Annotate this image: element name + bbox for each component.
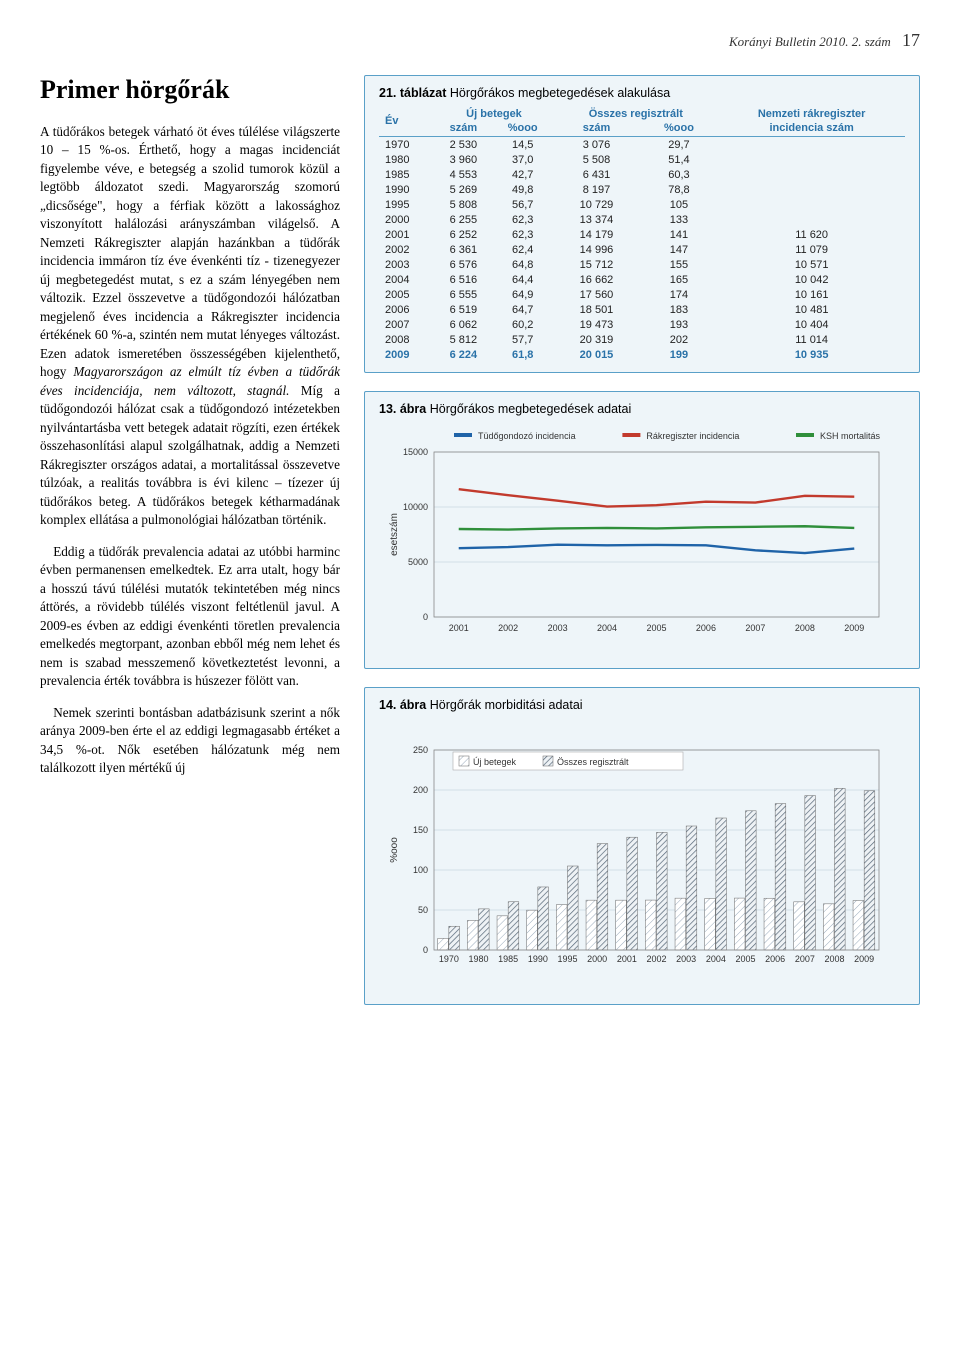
svg-text:2006: 2006: [696, 623, 716, 633]
svg-text:200: 200: [413, 785, 428, 795]
svg-text:2001: 2001: [449, 623, 469, 633]
table-21-title: 21. táblázat Hörgőrákos megbetegedések a…: [379, 86, 905, 100]
svg-text:250: 250: [413, 745, 428, 755]
svg-text:2008: 2008: [795, 623, 815, 633]
svg-text:2005: 2005: [735, 954, 755, 964]
svg-text:2002: 2002: [498, 623, 518, 633]
svg-text:1995: 1995: [557, 954, 577, 964]
table-row: 20026 36162,414 99614711 079: [379, 242, 905, 257]
table-row: 20006 25562,313 374133: [379, 212, 905, 227]
table-21-panel: 21. táblázat Hörgőrákos megbetegedések a…: [364, 75, 920, 373]
svg-text:50: 50: [418, 905, 428, 915]
chart-13-panel: 13. ábra Hörgőrákos megbetegedések adata…: [364, 391, 920, 669]
table-row: 20085 81257,720 31920211 014: [379, 332, 905, 347]
chart-13: Tüdőgondozó incidencia Rákregiszter incid…: [379, 424, 899, 654]
body-paragraph: Eddig a tüdőrák prevalencia adatai az ut…: [40, 543, 340, 691]
body-paragraph: A tüdőrákos betegek várható öt éves túlé…: [40, 123, 340, 530]
journal-issue: 2010. 2. szám: [819, 34, 891, 49]
chart-14-title: 14. ábra Hörgőrák morbiditási adatai: [379, 698, 905, 712]
col-group-all: Összes regisztrált: [553, 106, 718, 120]
svg-text:2004: 2004: [597, 623, 617, 633]
svg-text:KSH mortalitás: KSH mortalitás: [820, 431, 881, 441]
svg-text:2000: 2000: [587, 954, 607, 964]
journal-name: Korányi Bulletin: [729, 34, 816, 49]
svg-text:100: 100: [413, 865, 428, 875]
svg-text:Új betegek: Új betegek: [473, 757, 517, 767]
svg-text:0: 0: [423, 612, 428, 622]
svg-text:1970: 1970: [439, 954, 459, 964]
table-row: 20036 57664,815 71215510 571: [379, 257, 905, 272]
article-title: Primer hörgőrák: [40, 75, 340, 105]
table-row: 20076 06260,219 47319310 404: [379, 317, 905, 332]
col-year: Év: [379, 106, 435, 137]
svg-text:2004: 2004: [706, 954, 726, 964]
running-head: Korányi Bulletin 2010. 2. szám 17: [40, 30, 920, 51]
svg-text:2005: 2005: [646, 623, 666, 633]
svg-text:2001: 2001: [617, 954, 637, 964]
svg-text:2007: 2007: [795, 954, 815, 964]
col-group-reg: Nemzeti rákregiszter: [718, 106, 905, 120]
chart-14-panel: 14. ábra Hörgőrák morbiditási adatai 0 50…: [364, 687, 920, 1005]
svg-text:Összes regisztrált: Összes regisztrált: [557, 757, 629, 767]
svg-text:1990: 1990: [528, 954, 548, 964]
table-row: 19854 55342,76 43160,3: [379, 167, 905, 182]
table-row: 20096 22461,820 01519910 935: [379, 347, 905, 362]
page-number: 17: [902, 30, 920, 50]
svg-text:15000: 15000: [403, 447, 428, 457]
table-21: Év Új betegek Összes regisztrált Nemzeti…: [379, 106, 905, 362]
svg-text:2008: 2008: [824, 954, 844, 964]
body-paragraph: Nemek szerinti bontásban adatbázisunk sz…: [40, 704, 340, 778]
svg-text:Rákregiszter incidencia: Rákregiszter incidencia: [646, 431, 739, 441]
svg-text:1985: 1985: [498, 954, 518, 964]
svg-text:2009: 2009: [854, 954, 874, 964]
table-row: 20066 51964,718 50118310 481: [379, 302, 905, 317]
svg-text:5000: 5000: [408, 557, 428, 567]
svg-text:2009: 2009: [844, 623, 864, 633]
svg-text:esetszám: esetszám: [389, 513, 400, 556]
table-row: 19803 96037,05 50851,4: [379, 152, 905, 167]
svg-text:150: 150: [413, 825, 428, 835]
svg-text:Tüdőgondozó incidencia: Tüdőgondozó incidencia: [478, 431, 576, 441]
table-row: 20056 55564,917 56017410 161: [379, 287, 905, 302]
table-row: 20016 25262,314 17914111 620: [379, 227, 905, 242]
svg-text:0: 0: [423, 945, 428, 955]
table-row: 19955 80856,710 729105: [379, 197, 905, 212]
svg-text:2002: 2002: [646, 954, 666, 964]
col-group-new: Új betegek: [435, 106, 554, 120]
svg-text:2006: 2006: [765, 954, 785, 964]
table-row: 20046 51664,416 66216510 042: [379, 272, 905, 287]
chart-14: 0 50 100 150 200 250 %ooo 1970 1980 1985 1990 1995 2…: [379, 720, 899, 990]
svg-text:2007: 2007: [745, 623, 765, 633]
svg-text:1980: 1980: [468, 954, 488, 964]
svg-text:2003: 2003: [548, 623, 568, 633]
chart-13-title: 13. ábra Hörgőrákos megbetegedések adata…: [379, 402, 905, 416]
svg-text:2003: 2003: [676, 954, 696, 964]
table-row: 19702 53014,53 07629,7: [379, 137, 905, 153]
svg-text:10000: 10000: [403, 502, 428, 512]
svg-text:%ooo: %ooo: [389, 837, 400, 863]
table-row: 19905 26949,88 19778,8: [379, 182, 905, 197]
